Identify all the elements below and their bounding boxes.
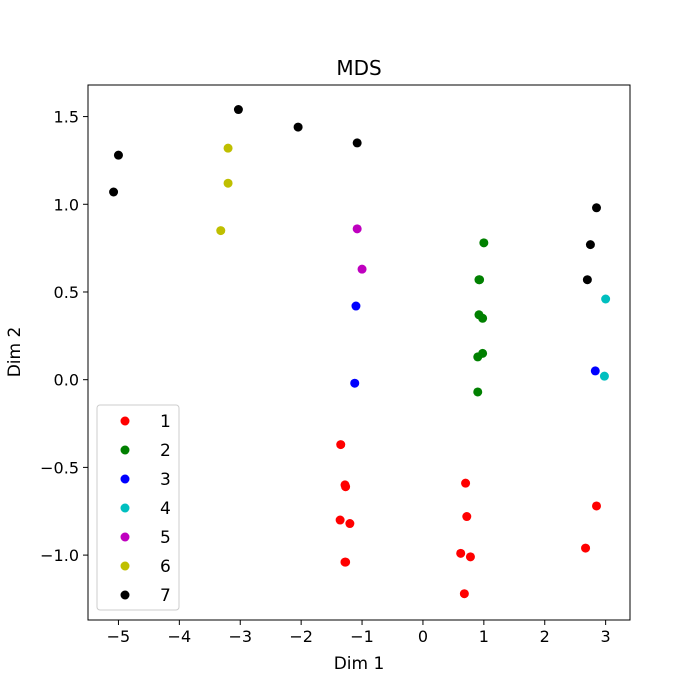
x-tick-label: −1 bbox=[350, 627, 374, 646]
data-point-series-6 bbox=[223, 178, 233, 188]
y-tick-label: 1.0 bbox=[54, 195, 79, 214]
data-point-series-4 bbox=[601, 294, 611, 304]
data-point-series-6 bbox=[223, 143, 233, 153]
x-tick-label: 3 bbox=[601, 627, 611, 646]
legend-marker-series-6 bbox=[120, 561, 130, 571]
legend-marker-series-1 bbox=[120, 416, 130, 426]
chart-title: MDS bbox=[336, 56, 381, 80]
data-point-series-1 bbox=[345, 519, 355, 529]
data-point-series-1 bbox=[462, 512, 472, 522]
x-tick-label: −4 bbox=[168, 627, 192, 646]
data-point-series-3 bbox=[351, 301, 361, 311]
data-point-series-7 bbox=[233, 105, 243, 115]
plot-frame bbox=[87, 84, 631, 621]
x-tick-label: 0 bbox=[418, 627, 428, 646]
data-point-series-2 bbox=[473, 387, 483, 397]
data-point-series-7 bbox=[293, 122, 303, 132]
data-point-series-7 bbox=[109, 187, 119, 197]
x-tick-label: −2 bbox=[289, 627, 313, 646]
data-point-series-1 bbox=[341, 482, 351, 492]
data-point-series-4 bbox=[599, 371, 609, 381]
legend-label-series-1: 1 bbox=[160, 412, 171, 432]
y-tick-label: 0.5 bbox=[54, 283, 79, 302]
data-point-series-3 bbox=[590, 366, 600, 376]
x-tick-label: 1 bbox=[479, 627, 489, 646]
legend-label-series-2: 2 bbox=[160, 441, 171, 461]
legend-label-series-7: 7 bbox=[160, 586, 171, 606]
data-points bbox=[109, 105, 611, 599]
legend-marker-series-2 bbox=[120, 445, 130, 455]
x-axis-ticks: −5 −4 −3 −2 −1 0 1 2 3 bbox=[107, 620, 611, 646]
data-point-series-7 bbox=[592, 203, 602, 213]
x-tick-label: −5 bbox=[107, 627, 131, 646]
data-point-series-6 bbox=[216, 226, 226, 236]
data-point-series-1 bbox=[336, 440, 346, 450]
data-point-series-1 bbox=[461, 478, 471, 488]
y-axis-label: Dim 2 bbox=[5, 327, 25, 378]
data-point-series-7 bbox=[582, 275, 592, 285]
data-point-series-1 bbox=[592, 501, 602, 511]
data-point-series-1 bbox=[581, 543, 591, 553]
data-point-series-1 bbox=[459, 589, 469, 599]
legend: 1 2 3 4 5 6 7 bbox=[96, 404, 180, 611]
y-tick-label: −0.5 bbox=[40, 458, 79, 477]
x-axis-label: Dim 1 bbox=[334, 654, 385, 674]
data-point-series-1 bbox=[335, 515, 345, 525]
data-point-series-3 bbox=[350, 378, 360, 388]
legend-items: 1 2 3 4 5 6 7 bbox=[120, 412, 171, 606]
y-tick-label: 1.5 bbox=[54, 108, 79, 127]
legend-marker-series-7 bbox=[120, 590, 130, 600]
x-tick-label: −3 bbox=[228, 627, 252, 646]
legend-marker-series-4 bbox=[120, 503, 130, 513]
data-point-series-7 bbox=[113, 150, 123, 160]
data-point-series-1 bbox=[456, 548, 466, 558]
data-point-series-2 bbox=[475, 275, 485, 285]
legend-label-series-5: 5 bbox=[160, 528, 171, 548]
y-axis-ticks: −1.0 −0.5 0.0 0.5 1.0 1.5 bbox=[40, 108, 88, 565]
y-tick-label: 0.0 bbox=[54, 371, 79, 390]
data-point-series-5 bbox=[352, 224, 362, 234]
data-point-series-2 bbox=[479, 238, 489, 248]
legend-marker-series-5 bbox=[120, 532, 130, 542]
data-point-series-7 bbox=[585, 240, 595, 250]
legend-label-series-3: 3 bbox=[160, 470, 171, 490]
data-point-series-2 bbox=[478, 313, 488, 323]
data-point-series-2 bbox=[473, 352, 483, 362]
y-tick-label: −1.0 bbox=[40, 546, 79, 565]
legend-marker-series-3 bbox=[120, 474, 130, 484]
data-point-series-7 bbox=[352, 138, 362, 148]
legend-label-series-6: 6 bbox=[160, 557, 171, 577]
legend-box bbox=[96, 404, 180, 611]
plot-area: −5 −4 −3 −2 −1 0 1 2 3 −1.0 −0.5 0.0 0.5 1.0 1.5 bbox=[40, 84, 631, 646]
x-tick-label: 2 bbox=[540, 627, 550, 646]
data-point-series-5 bbox=[357, 264, 367, 274]
data-point-series-1 bbox=[465, 552, 475, 562]
legend-label-series-4: 4 bbox=[160, 499, 171, 519]
data-point-series-1 bbox=[341, 557, 351, 567]
